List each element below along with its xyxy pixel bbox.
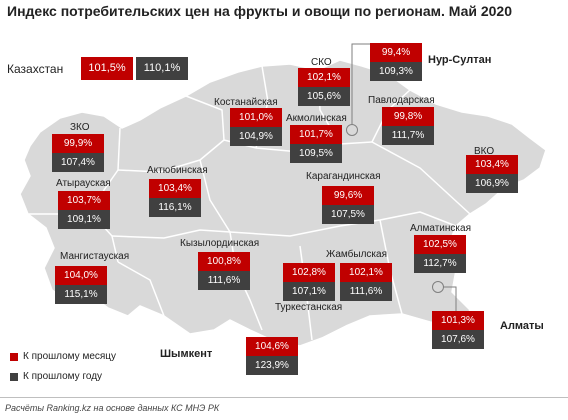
region-label-turkestan: Туркестанская [275,302,343,313]
region-values-zko: 99,9% 107,4% [52,134,104,172]
kazakhstan-year-value: 110,1% [136,57,188,80]
region-label-kostanai: Костанайская [214,97,278,108]
region-label-zko: ЗКО [70,122,90,133]
nur-sultan-marker [346,124,358,136]
region-label-mangystau: Мангистауская [60,251,130,262]
mangystau-year-value: 115,1% [55,285,107,304]
almaty-leader [443,286,457,312]
region-values-atyrau: 103,7% 109,1% [58,191,110,229]
akmola-year-value: 109,5% [290,144,342,163]
shymkent-year-value: 123,9% [246,356,298,375]
turkestan-year-value: 107,1% [283,282,335,301]
legend-month-label: К прошлому месяцу [23,351,117,362]
pavlodar-month-value: 99,8% [382,107,434,126]
akmola-month-value: 101,7% [290,125,342,144]
zko-year-value: 107,4% [52,153,104,172]
kazakhstan-label: Казахстан [7,62,64,76]
legend-year: К прошлому году [10,371,102,382]
map-title: Индекс потребительских цен на фрукты и о… [7,3,513,19]
legend-month-swatch [10,352,18,361]
region-values-mangystau: 104,0% 115,1% [55,266,107,304]
region-values-sko: 102,1% 105,6% [298,68,350,106]
kyzylorda-month-value: 100,8% [198,252,250,271]
region-values-karaganda: 99,6% 107,5% [322,186,374,224]
pavlodar-year-value: 111,7% [382,126,434,145]
source-note: Расчёты Ranking.kz на основе данных КС М… [5,403,220,413]
legend-month: К прошлому месяцу [10,351,116,362]
region-values-vko: 103,4% 106,9% [466,155,518,193]
nur-sultan-year-value: 109,3% [370,62,422,81]
region-label-atyrau: Атырауская [56,178,111,189]
sko-month-value: 102,1% [298,68,350,87]
city-values-almaty: 101,3% 107,6% [432,311,484,349]
region-label-vko: ВКО [474,146,495,157]
almaty-marker [432,281,444,293]
almaty-year-value: 107,6% [432,330,484,349]
almaty-reg-month-value: 102,5% [414,235,466,254]
kazakhstan-values: 101,5% 110,1% [81,57,191,80]
city-label-almaty: Алматы [500,320,544,332]
shymkent-month-value: 104,6% [246,337,298,356]
region-values-zhambyl: 102,1% 111,6% [340,263,392,301]
atyrau-month-value: 103,7% [58,191,110,210]
almaty-reg-year-value: 112,7% [414,254,466,273]
region-values-kyzylorda: 100,8% 111,6% [198,252,250,290]
city-values-shymkent: 104,6% 123,9% [246,337,298,375]
city-label-nur-sultan: Нур-Султан [428,54,492,66]
region-values-aktobe: 103,4% 116,1% [149,179,201,217]
region-values-akmola: 101,7% 109,5% [290,125,342,163]
atyrau-year-value: 109,1% [58,210,110,229]
vko-year-value: 106,9% [466,174,518,193]
region-label-aktobe: Актюбинская [147,165,208,176]
karaganda-month-value: 99,6% [322,186,374,205]
region-label-pavlodar: Павлодарская [368,95,435,106]
nur-sultan-leader [351,43,370,124]
aktobe-year-value: 116,1% [149,198,201,217]
almaty-month-value: 101,3% [432,311,484,330]
region-values-turkestan: 102,8% 107,1% [283,263,335,301]
aktobe-month-value: 103,4% [149,179,201,198]
vko-month-value: 103,4% [466,155,518,174]
region-label-kyzylorda: Кызылординская [180,238,260,249]
nur-sultan-month-value: 99,4% [370,43,422,62]
city-label-shymkent: Шымкент [160,348,213,360]
kazakhstan-month-value: 101,5% [81,57,133,80]
kyzylorda-year-value: 111,6% [198,271,250,290]
legend-year-label: К прошлому году [23,371,103,382]
zhambyl-year-value: 111,6% [340,282,392,301]
region-label-zhambyl: Жамбылская [326,249,387,260]
mangystau-month-value: 104,0% [55,266,107,285]
region-label-akmola: Акмолинская [286,113,347,124]
region-label-karaganda: Карагандинская [306,171,381,182]
region-label-almaty-reg: Алматинская [410,223,471,234]
source-divider [0,397,568,398]
legend-year-swatch [10,372,18,381]
kostanai-year-value: 104,9% [230,127,282,146]
region-values-almaty-reg: 102,5% 112,7% [414,235,466,273]
city-values-nur-sultan: 99,4% 109,3% [370,43,422,81]
region-label-sko: СКО [311,57,332,68]
karaganda-year-value: 107,5% [322,205,374,224]
zko-month-value: 99,9% [52,134,104,153]
turkestan-month-value: 102,8% [283,263,335,282]
sko-year-value: 105,6% [298,87,350,106]
region-values-kostanai: 101,0% 104,9% [230,108,282,146]
region-values-pavlodar: 99,8% 111,7% [382,107,434,145]
zhambyl-month-value: 102,1% [340,263,392,282]
kostanai-month-value: 101,0% [230,108,282,127]
